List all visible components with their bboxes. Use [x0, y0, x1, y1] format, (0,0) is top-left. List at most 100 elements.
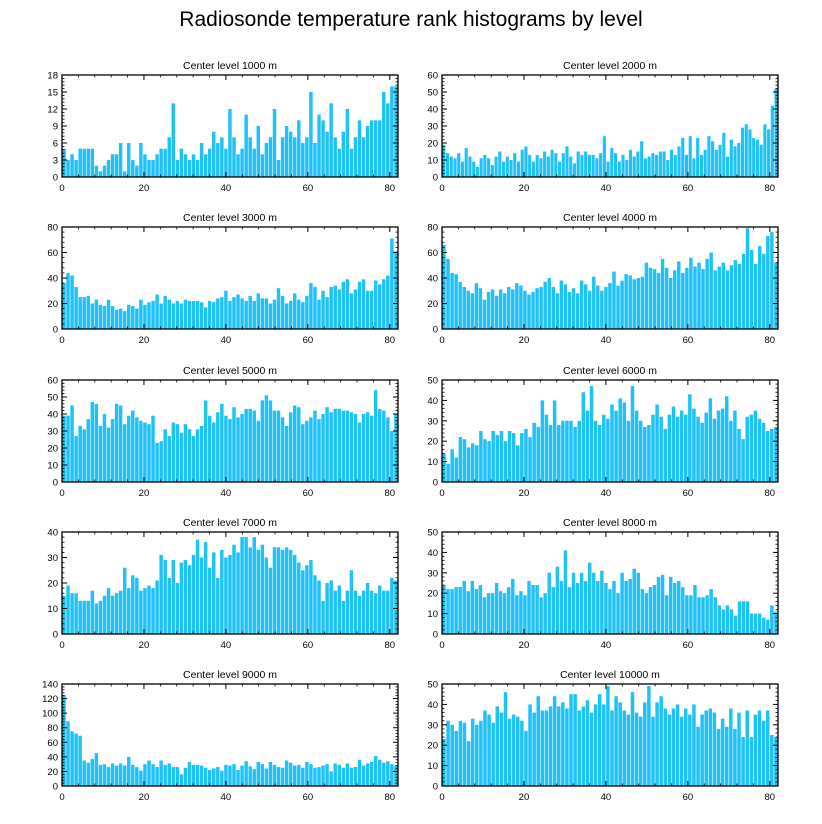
histogram-bar [199, 143, 204, 177]
y-tick-label: 40 [427, 105, 438, 116]
histogram-bar [325, 407, 329, 482]
histogram-bar [519, 591, 523, 634]
histogram-bar [713, 597, 717, 634]
histogram-bar [216, 298, 220, 329]
histogram-bar [86, 295, 90, 329]
panel-frame [441, 531, 779, 635]
histogram-bar [655, 702, 659, 786]
histogram-bar [640, 276, 645, 329]
histogram-bar [462, 722, 467, 786]
histogram-bar [761, 422, 766, 482]
histogram-bar [357, 281, 362, 329]
histogram-bar [758, 613, 762, 634]
histogram-bar [679, 716, 684, 786]
histogram-bar [147, 760, 151, 786]
histogram-bar [345, 109, 350, 177]
y-tick-label: 80 [427, 223, 438, 234]
histogram-bar [688, 714, 692, 786]
histogram-bar [349, 293, 354, 329]
histogram-bar [462, 286, 466, 329]
histogram-bar [614, 696, 618, 786]
histogram-bar [313, 286, 317, 329]
histogram-bar [539, 286, 543, 329]
histogram-bar [143, 588, 147, 634]
y-tick-label: 10 [47, 604, 58, 615]
histogram-bar [511, 714, 516, 786]
histogram-bar [737, 601, 742, 634]
histogram-bar [548, 706, 553, 786]
histogram-bar [460, 161, 465, 177]
histogram-bar [478, 288, 483, 329]
histogram-bar [684, 154, 689, 177]
histogram-bar [394, 251, 398, 329]
histogram-bar [232, 297, 236, 330]
histogram-bar [625, 160, 629, 177]
histogram-bar [515, 283, 519, 329]
histogram-bar [102, 165, 107, 177]
histogram-bar [284, 126, 289, 177]
histogram-bar [199, 425, 204, 482]
histogram-bar [159, 554, 163, 634]
histogram-bar [503, 441, 508, 482]
histogram-bar [118, 763, 123, 786]
histogram-panel: Center level 2000 m 0 10 20 30 40 50 60 0 20 40 60 8… [427, 60, 779, 194]
histogram-bar [576, 151, 580, 177]
histogram-bar [479, 158, 483, 177]
histogram-bar [705, 595, 709, 634]
histogram-bar [651, 414, 655, 482]
histogram-bar [329, 771, 333, 786]
histogram-bar [268, 400, 273, 482]
histogram-bar [240, 298, 244, 329]
histogram-bar [62, 283, 66, 329]
histogram-bar [333, 763, 337, 786]
histogram-bar [382, 762, 386, 786]
histogram-bar [536, 696, 540, 786]
histogram-bar [741, 439, 745, 482]
histogram-bar [122, 765, 127, 786]
histogram-bar [155, 154, 159, 177]
histogram-bar [539, 158, 543, 177]
y-tick-label: 20 [47, 767, 58, 778]
histogram-bar [597, 694, 602, 786]
y-tick-label: 20 [47, 579, 58, 590]
histogram-bar [616, 285, 620, 329]
histogram-bar [507, 718, 512, 786]
y-tick-label: 50 [427, 376, 438, 387]
histogram-bar [301, 424, 305, 482]
x-tick-label: 20 [519, 335, 530, 346]
histogram-bar [638, 716, 643, 786]
histogram-bar [763, 124, 767, 177]
histogram-bar [135, 417, 139, 482]
histogram-bar [345, 590, 350, 634]
histogram-bar [373, 390, 378, 482]
histogram-bar [62, 415, 66, 482]
histogram-bar [74, 593, 78, 634]
histogram-bar [333, 408, 337, 482]
histogram-bar [520, 433, 524, 482]
histogram-bar [749, 414, 754, 482]
histogram-bar [673, 154, 677, 177]
histogram-bar [643, 702, 647, 786]
x-tick-label: 80 [385, 183, 396, 194]
histogram-bar [272, 109, 277, 177]
histogram-bar [171, 767, 175, 786]
y-tick-label: 60 [47, 248, 58, 259]
histogram-bar [118, 143, 123, 177]
histogram-bar [365, 412, 370, 482]
histogram-bar [704, 412, 708, 482]
histogram-bar [725, 270, 730, 329]
histogram-bar [159, 760, 163, 786]
x-tick-label: 80 [385, 335, 396, 346]
histogram-bar [527, 294, 531, 329]
histogram-bar [378, 759, 382, 786]
histogram-bar [183, 560, 188, 634]
histogram-bar [228, 109, 232, 177]
histogram-bar [487, 441, 491, 482]
histogram-bar [700, 422, 704, 482]
histogram-bar [62, 148, 66, 177]
histogram-bar [301, 143, 305, 177]
histogram-bar [557, 161, 562, 177]
histogram-bar [681, 137, 685, 177]
histogram-bar [187, 761, 192, 786]
histogram-bar [390, 86, 394, 177]
